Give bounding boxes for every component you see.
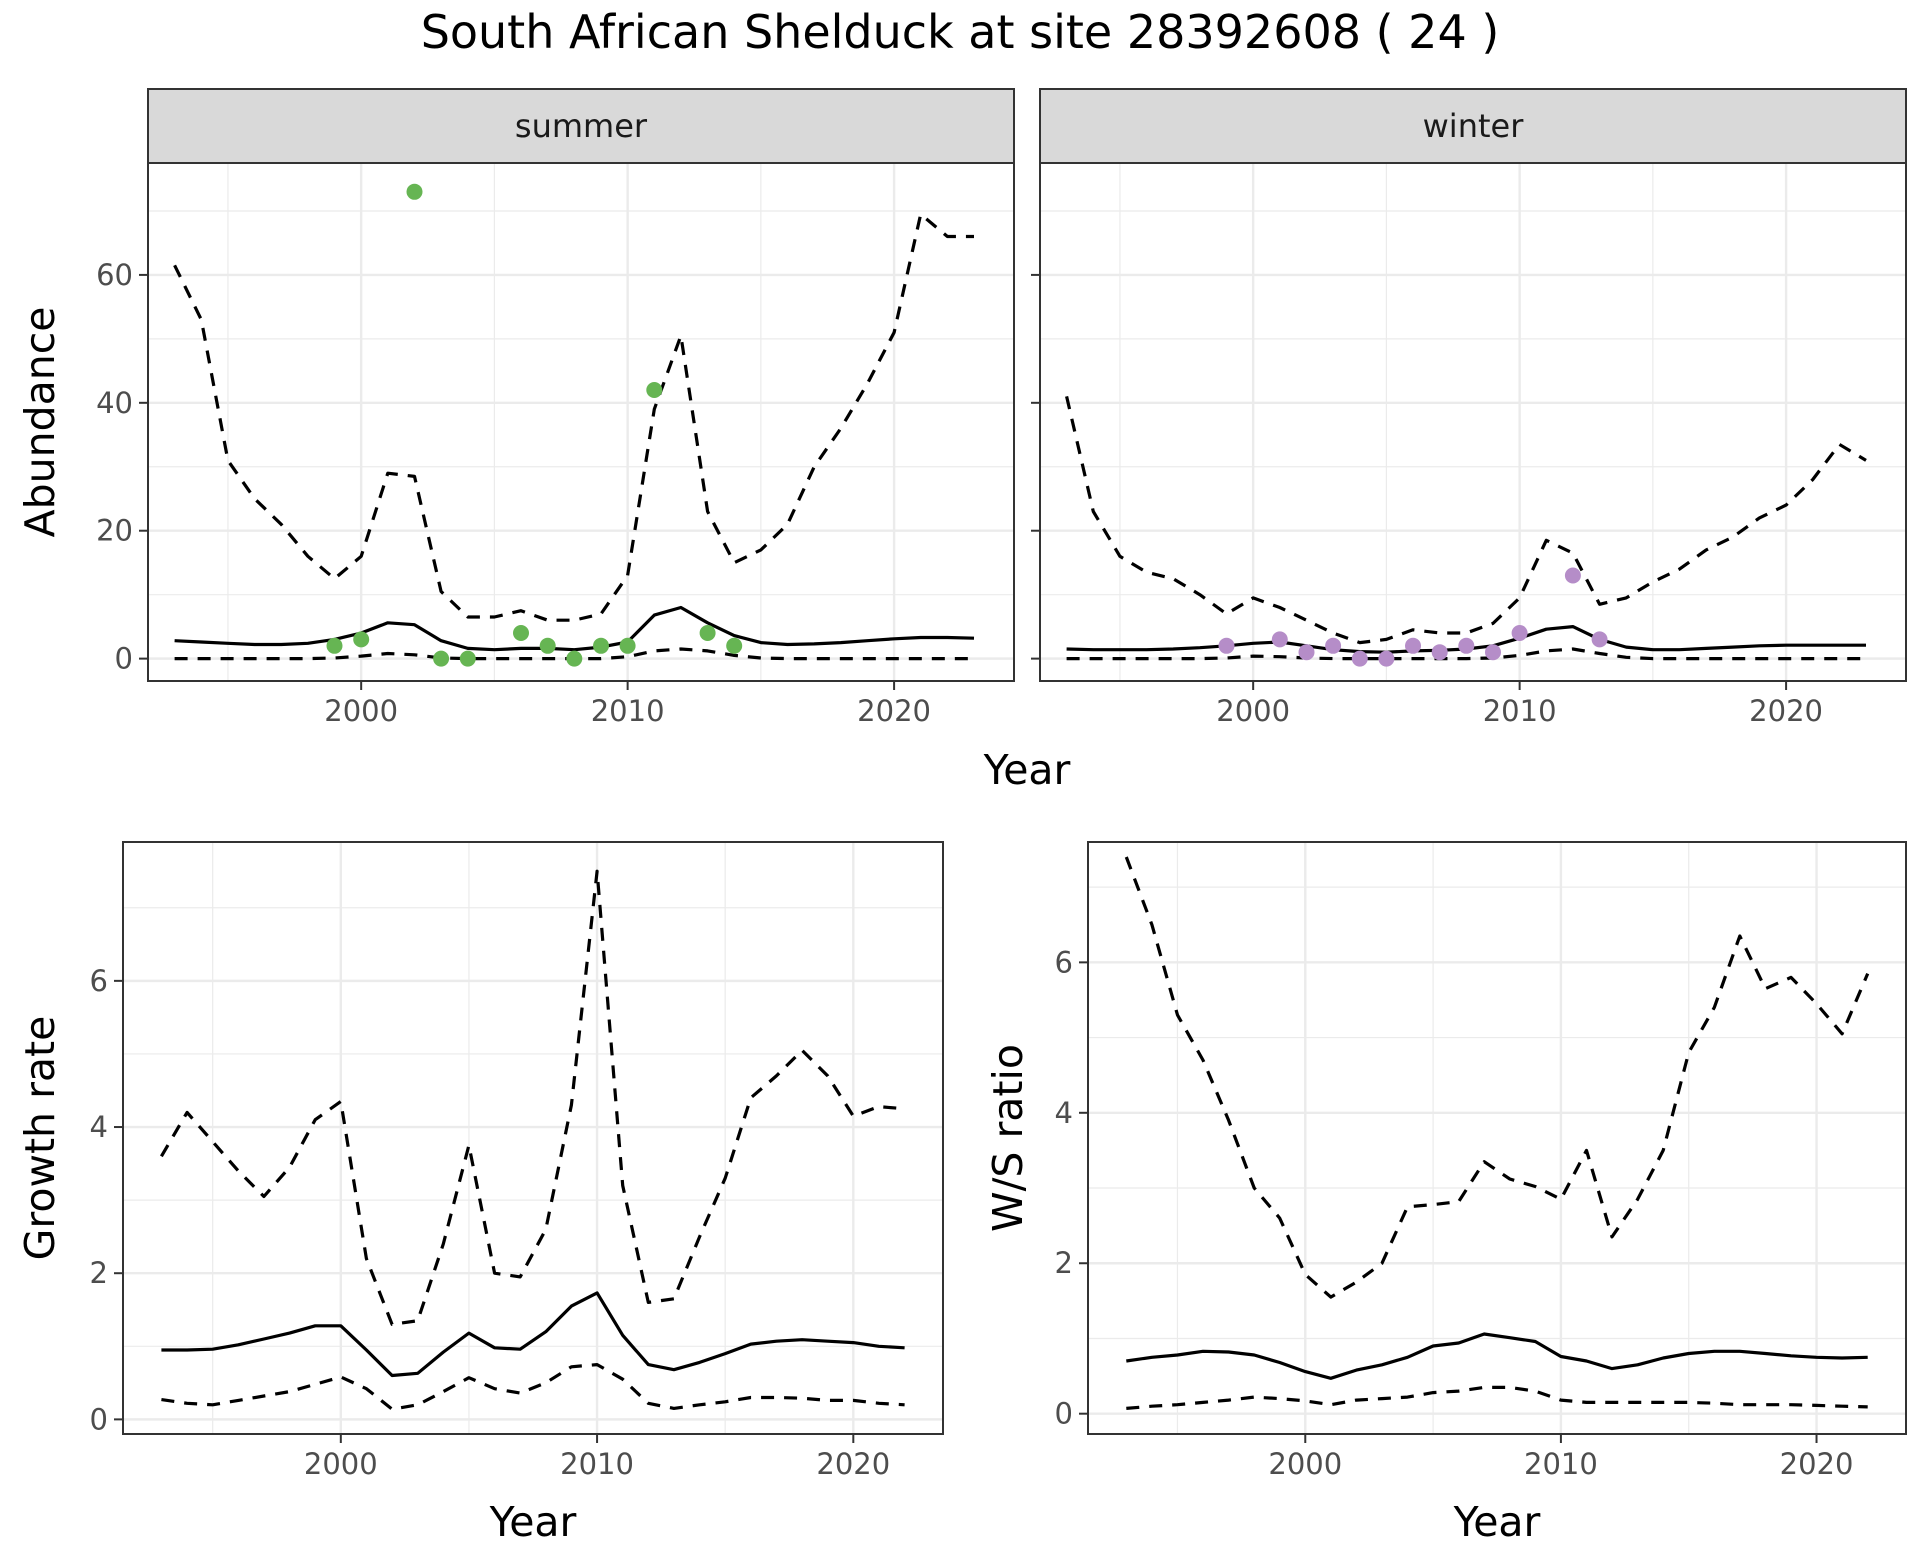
plot-background	[1040, 163, 1906, 681]
observed-count-point	[406, 183, 423, 200]
y-tick-label: 4	[1055, 1096, 1073, 1130]
observed-count-point	[1591, 631, 1608, 648]
observed-count-point	[1378, 650, 1395, 667]
x-tick-label: 2010	[1524, 1447, 1598, 1481]
abundance-x-axis-title: Year	[983, 746, 1071, 794]
observed-count-point	[619, 637, 636, 654]
observed-count-point	[1485, 644, 1501, 661]
x-tick-label: 2000	[324, 694, 398, 728]
observed-count-point	[593, 637, 609, 654]
observed-count-point	[1351, 650, 1368, 667]
observed-count-point	[699, 625, 716, 641]
observed-count-point	[1511, 625, 1528, 641]
plot-background	[1088, 842, 1906, 1434]
x-tick-label: 2010	[1483, 694, 1557, 728]
y-tick-label: 2	[90, 1256, 108, 1290]
y-tick-label: 60	[96, 258, 133, 292]
upper-line	[1065, 396, 1867, 645]
observed-count-point	[513, 625, 529, 641]
observed-count-point	[1405, 637, 1421, 654]
x-tick-label: 2000	[1216, 694, 1290, 728]
y-tick-label: 6	[1055, 945, 1073, 979]
panel-growth-rate: 2000 2010 2020 0 2 4 6	[90, 841, 944, 1481]
x-tick-label: 2020	[816, 1447, 890, 1481]
chart-title: South African Shelduck at site 28392608 …	[421, 5, 1500, 59]
x-tick-label: 2000	[304, 1447, 378, 1481]
y-tick-label: 20	[96, 514, 133, 548]
growth-y-axis-title: Growth rate	[16, 1016, 64, 1261]
observed-count-point	[1458, 637, 1475, 654]
observed-count-point	[1271, 631, 1288, 648]
observed-count-point	[1431, 644, 1448, 661]
mean-line	[1126, 1332, 1868, 1380]
facet-label-summer: summer	[515, 107, 648, 145]
ws-x-axis-title: Year	[1453, 1498, 1541, 1546]
observed-count-point	[353, 631, 370, 648]
abundance-y-axis-title: Abundance	[16, 307, 64, 538]
observed-count-point	[1325, 637, 1342, 654]
observed-count-point	[433, 650, 450, 667]
lower-line	[1126, 1385, 1868, 1410]
facet-label-winter: winter	[1423, 107, 1525, 145]
x-tick-label: 2000	[1268, 1447, 1342, 1481]
observed-count-point	[459, 650, 476, 667]
facet-strip-summer	[147, 88, 1015, 164]
x-tick-label: 2020	[1780, 1447, 1854, 1481]
panel-ws-ratio: 2000 2010 2020 0 2 4 6	[1055, 841, 1907, 1481]
ws-y-axis-title: W/S ratio	[984, 1044, 1032, 1232]
lower-line	[161, 1363, 905, 1411]
panel-border	[1039, 162, 1907, 682]
y-tick-label: 40	[96, 386, 133, 420]
observed-count-point	[1218, 637, 1235, 654]
panel-border	[1087, 841, 1907, 1435]
mean-line	[161, 1291, 905, 1378]
panel-summer: summer 2000 2010 2020 0 20 40 60	[96, 88, 1015, 728]
x-tick-label: 2010	[591, 694, 665, 728]
y-tick-label: 0	[115, 642, 133, 676]
plot-background	[148, 163, 1014, 681]
observed-count-point	[1298, 644, 1315, 661]
observed-count-point	[326, 637, 343, 654]
observed-count-point	[646, 382, 663, 398]
upper-line	[173, 212, 974, 622]
x-tick-label: 2020	[1749, 694, 1823, 728]
facet-strip-winter	[1039, 88, 1907, 164]
growth-x-axis-title: Year	[489, 1498, 577, 1546]
plot-background	[123, 842, 943, 1434]
observed-count-point	[566, 650, 583, 667]
panel-winter: winter 2000 2010 2020	[1031, 88, 1907, 728]
y-tick-label: 0	[90, 1402, 108, 1436]
y-tick-label: 4	[90, 1110, 108, 1144]
x-tick-label: 2010	[560, 1447, 634, 1481]
observed-count-point	[539, 637, 556, 654]
y-tick-label: 0	[1055, 1397, 1073, 1431]
panel-border	[147, 162, 1015, 682]
observed-count-point	[1564, 567, 1581, 584]
panel-border	[122, 841, 944, 1435]
y-tick-label: 2	[1055, 1246, 1073, 1280]
mean-line	[174, 605, 975, 652]
observed-count-point	[726, 637, 743, 654]
lower-line	[1066, 647, 1866, 661]
x-tick-label: 2020	[857, 694, 931, 728]
y-tick-label: 6	[90, 964, 108, 998]
